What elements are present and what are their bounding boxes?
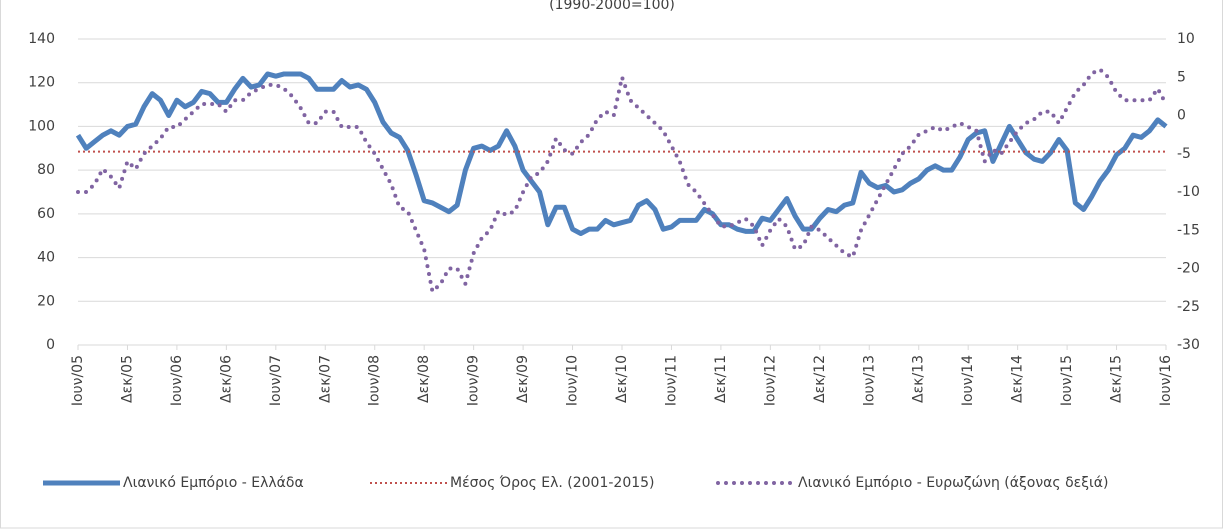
- chart-subtitle: (1990-2000=100): [549, 0, 675, 13]
- y2-tick-label: -10: [1177, 184, 1200, 200]
- y2-tick-label: -15: [1177, 222, 1200, 238]
- x-tick-label: Ιουν/12: [762, 355, 778, 406]
- legend-label: Λιανικό Εμπόριο - Ελλάδα: [123, 475, 304, 491]
- y2-tick-label: 5: [1177, 69, 1186, 85]
- x-tick-label: Δεκ/09: [515, 355, 531, 403]
- x-tick-label: Ιουν/14: [960, 355, 976, 406]
- legend-label: Μέσος Όρος Ελ. (2001-2015): [450, 475, 655, 491]
- x-tick-label: Ιουν/15: [1059, 355, 1075, 406]
- x-tick-label: Δεκ/14: [1010, 355, 1026, 403]
- x-tick-label: Ιουν/08: [367, 355, 383, 406]
- x-tick-label: Δεκ/15: [1109, 355, 1125, 403]
- y-tick-label: 120: [28, 75, 55, 91]
- x-tick-label: Ιουν/16: [1158, 355, 1174, 406]
- y2-tick-label: -25: [1177, 299, 1200, 315]
- y-tick-label: 140: [28, 31, 55, 47]
- x-tick-label: Ιουν/06: [169, 355, 185, 406]
- x-tick-label: Ιουν/13: [861, 355, 877, 406]
- x-tick-label: Δεκ/08: [416, 355, 432, 403]
- series-line: [75, 71, 1168, 237]
- x-tick-label: Δεκ/13: [911, 355, 927, 403]
- y-tick-label: 20: [37, 293, 55, 309]
- y-tick-label: 0: [46, 337, 55, 353]
- y2-tick-label: 0: [1177, 108, 1186, 124]
- x-tick-label: Δεκ/05: [119, 355, 135, 403]
- x-tick-label: Ιουν/09: [466, 355, 482, 406]
- y2-tick-label: 10: [1177, 31, 1195, 47]
- x-tick-label: Ιουν/05: [70, 355, 86, 406]
- series-line: [76, 67, 1168, 296]
- x-tick-label: Ιουν/10: [565, 355, 581, 406]
- y-tick-label: 80: [37, 162, 55, 178]
- x-tick-label: Δεκ/10: [614, 355, 630, 403]
- y2-tick-label: -5: [1177, 146, 1191, 162]
- y-tick-label: 100: [28, 118, 55, 134]
- x-tick-label: Ιουν/11: [663, 355, 679, 406]
- y2-tick-label: -20: [1177, 261, 1200, 277]
- legend-label: Λιανικό Εμπόριο - Ευρωζώνη (άξονας δεξιά…: [798, 475, 1108, 491]
- x-tick-label: Δεκ/12: [812, 355, 828, 403]
- y2-tick-label: -30: [1177, 337, 1200, 353]
- x-tick-label: Δεκ/11: [713, 355, 729, 403]
- y-tick-label: 40: [37, 250, 55, 266]
- x-tick-label: Δεκ/06: [218, 355, 234, 403]
- x-tick-label: Ιουν/07: [268, 355, 284, 406]
- x-tick-label: Δεκ/07: [317, 355, 333, 403]
- y-tick-label: 60: [37, 206, 55, 222]
